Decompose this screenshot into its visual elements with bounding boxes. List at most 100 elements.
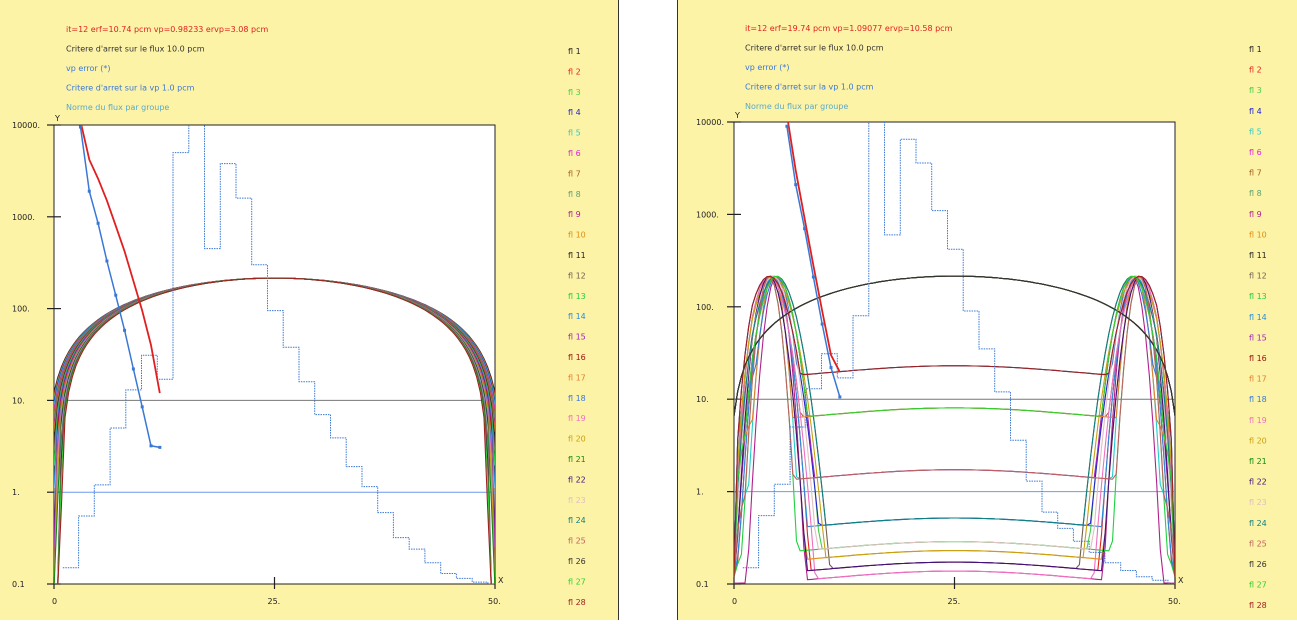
- legend-item-fl19: fl 19: [1249, 416, 1267, 425]
- legend-item-fl10: fl 10: [1249, 230, 1267, 239]
- error-vp-point: [803, 227, 807, 231]
- legend-item-fl8: fl 8: [568, 190, 581, 199]
- error-vp-line: [79, 126, 160, 449]
- error-vp-point: [78, 125, 82, 129]
- error-vp-point: [158, 445, 162, 449]
- legend-item-fl6: fl 6: [568, 149, 581, 158]
- chart-left: it=12 erf=10.74 pcm vp=0.98233 ervp=3.08…: [12, 25, 586, 607]
- y-tick-label: 1.: [12, 488, 20, 497]
- legend-item-fl5: fl 5: [1249, 127, 1262, 136]
- legend-item-fl22: fl 22: [568, 475, 586, 484]
- x-axis-label: X: [498, 576, 504, 585]
- legend-item-fl4: fl 4: [568, 108, 581, 117]
- legend-item-fl25: fl 25: [1249, 539, 1267, 548]
- flux-line-fl28: [57, 277, 492, 584]
- y-tick-label: 0.1: [696, 580, 709, 589]
- legend-item-fl21: fl 21: [568, 455, 586, 464]
- x-tick-label: 50.: [1168, 597, 1181, 606]
- legend-item-fl14: fl 14: [1249, 313, 1267, 322]
- header-line4: Critere d'arret sur la vp 1.0 pcm: [745, 83, 874, 92]
- legend-item-fl28: fl 28: [1249, 601, 1267, 610]
- legend-item-fl17: fl 17: [1249, 375, 1267, 384]
- legend-item-fl25: fl 25: [568, 537, 586, 546]
- y-tick-label: 1000.: [12, 213, 35, 222]
- legend-item-fl2: fl 2: [568, 67, 581, 76]
- error-vp-point: [96, 221, 100, 225]
- chart-right: it=12 erf=19.74 pcm vp=1.09077 ervp=10.5…: [696, 24, 1267, 610]
- legend-item-fl18: fl 18: [568, 394, 586, 403]
- norm-step-line: [62, 125, 495, 584]
- legend-item-fl9: fl 9: [568, 210, 581, 219]
- legend-item-fl28: fl 28: [568, 598, 586, 607]
- x-tick-label: 0: [52, 597, 57, 606]
- x-tick-label: 25.: [948, 597, 961, 606]
- panel-right: it=12 erf=19.74 pcm vp=1.09077 ervp=10.5…: [677, 0, 1297, 620]
- legend-item-fl7: fl 7: [568, 169, 581, 178]
- legend-item-fl4: fl 4: [1249, 107, 1262, 116]
- y-tick-label: 1000.: [696, 210, 719, 219]
- error-vp-point: [829, 366, 833, 370]
- header-line4: Critere d'arret sur la vp 1.0 pcm: [66, 84, 195, 93]
- x-axis-label: X: [1178, 576, 1184, 585]
- legend-item-fl14: fl 14: [568, 312, 586, 321]
- legend-item-fl23: fl 23: [568, 496, 586, 505]
- legend-item-fl19: fl 19: [568, 414, 586, 423]
- flux-line-fl20: [734, 275, 1175, 577]
- plot-area: [733, 121, 1176, 585]
- legend-item-fl9: fl 9: [1249, 210, 1262, 219]
- legend-item-fl6: fl 6: [1249, 148, 1262, 157]
- legend-item-fl13: fl 13: [1249, 292, 1267, 301]
- legend-item-fl5: fl 5: [568, 129, 581, 138]
- legend-item-fl7: fl 7: [1249, 169, 1262, 178]
- x-tick-label: 50.: [488, 597, 501, 606]
- y-tick-label: 1.: [696, 488, 704, 497]
- flux-line-fl19: [734, 275, 1175, 580]
- error-vp-point: [140, 405, 144, 409]
- plot-area: [53, 124, 496, 585]
- legend-item-fl10: fl 10: [568, 231, 586, 240]
- error-vp-point: [114, 293, 118, 297]
- y-axis-label: Y: [54, 114, 60, 123]
- y-tick-label: 0.1: [12, 580, 25, 589]
- legend-item-fl12: fl 12: [1249, 272, 1267, 281]
- legend-item-fl20: fl 20: [568, 435, 586, 444]
- legend-item-fl20: fl 20: [1249, 436, 1267, 445]
- legend-item-fl17: fl 17: [568, 373, 586, 382]
- legend-item-fl21: fl 21: [1249, 457, 1267, 466]
- y-tick-label: 10.: [12, 396, 25, 405]
- error-vp-point: [785, 124, 789, 128]
- y-tick-label: 10.: [696, 395, 709, 404]
- legend-item-fl2: fl 2: [1249, 66, 1262, 75]
- legend-item-fl3: fl 3: [568, 88, 581, 97]
- header-line2: Critere d'arret sur le flux 10.0 pcm: [745, 44, 884, 53]
- header-line2: Critere d'arret sur le flux 10.0 pcm: [66, 45, 205, 54]
- legend-item-fl22: fl 22: [1249, 478, 1267, 487]
- error-vp-point: [794, 183, 798, 187]
- flux-line-fl24: [734, 275, 1175, 577]
- legend-item-fl15: fl 15: [1249, 333, 1267, 342]
- error-flux-line: [80, 125, 161, 394]
- error-vp-point: [838, 395, 842, 399]
- panel-gap: [619, 0, 677, 620]
- y-tick-label: 100.: [12, 305, 30, 314]
- error-vp-point: [87, 189, 91, 193]
- x-tick-label: 25.: [268, 597, 281, 606]
- legend-item-fl27: fl 27: [1249, 581, 1267, 590]
- legend-item-fl12: fl 12: [568, 271, 586, 280]
- plot-curves: [734, 122, 1175, 584]
- flux-line-fl23: [734, 275, 1175, 577]
- header-line3: vp error (*): [745, 63, 790, 72]
- legend-item-fl16: fl 16: [568, 353, 586, 362]
- error-vp-point: [105, 259, 109, 263]
- legend-item-fl11: fl 11: [568, 251, 586, 260]
- panel-left: it=12 erf=10.74 pcm vp=0.98233 ervp=3.08…: [0, 0, 619, 620]
- header-line1: it=12 erf=10.74 pcm vp=0.98233 ervp=3.08…: [66, 25, 268, 34]
- legend-item-fl1: fl 1: [568, 47, 581, 56]
- flux-line-fl22: [734, 275, 1175, 577]
- legend-item-fl23: fl 23: [1249, 498, 1267, 507]
- error-vp-point: [820, 322, 824, 326]
- legend-item-fl11: fl 11: [1249, 251, 1267, 260]
- y-tick-label: 10000.: [696, 118, 724, 127]
- y-tick-label: 10000.: [12, 121, 40, 130]
- flux-line-fl26: [734, 275, 1175, 416]
